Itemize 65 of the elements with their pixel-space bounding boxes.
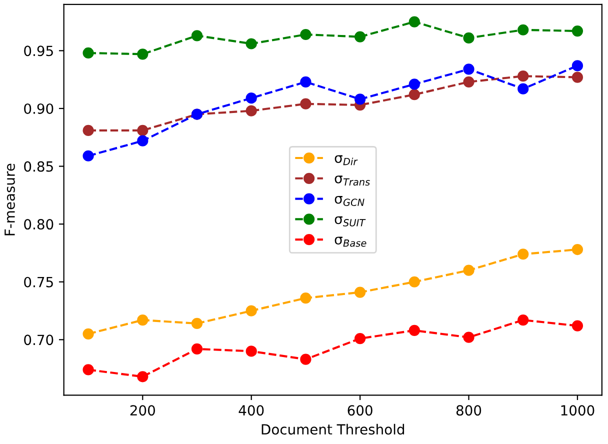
point <box>300 292 312 304</box>
point <box>246 346 257 357</box>
point <box>191 30 203 42</box>
x-tick-label: 1000 <box>561 405 594 416</box>
y-tick-label: 0.70 <box>24 334 54 346</box>
point <box>518 314 529 326</box>
point <box>572 320 584 332</box>
point <box>246 92 257 104</box>
point <box>408 89 420 100</box>
point <box>572 60 584 72</box>
point <box>82 364 94 376</box>
y-tick-label: 0.80 <box>24 219 54 230</box>
point <box>246 305 257 316</box>
legend-label: σ$_{Base}$ <box>334 236 366 247</box>
point <box>572 25 584 37</box>
point <box>354 332 366 344</box>
x-tick-label: 600 <box>348 405 372 416</box>
point <box>300 98 312 110</box>
point <box>354 286 366 298</box>
point <box>518 24 529 36</box>
x-axis-title: Document Threshold <box>262 424 404 435</box>
point <box>82 328 94 340</box>
point <box>408 16 420 28</box>
point <box>137 48 148 60</box>
point <box>518 70 529 82</box>
point <box>518 83 529 94</box>
point <box>82 124 94 136</box>
point <box>191 318 203 330</box>
legend-label: σ$_{Dir}$ <box>334 155 358 166</box>
point <box>572 72 584 83</box>
point <box>463 76 474 88</box>
point <box>300 354 312 365</box>
point <box>408 276 420 288</box>
point <box>137 371 148 382</box>
x-tick-label: 800 <box>456 405 482 416</box>
y-tick-label: 0.75 <box>24 276 53 288</box>
point <box>463 264 474 276</box>
point <box>246 38 257 50</box>
legend-label: σ$_{Trans}$ <box>334 176 370 186</box>
point <box>572 244 584 256</box>
point <box>354 31 366 42</box>
x-tick-label: 200 <box>130 405 155 416</box>
point <box>137 314 148 326</box>
point <box>463 32 474 44</box>
y-tick-label: 0.95 <box>24 46 53 56</box>
legend-label: σ$_{SUIT}$ <box>334 216 366 226</box>
point <box>137 124 148 136</box>
x-tick-label: 400 <box>238 405 264 416</box>
point <box>463 64 474 75</box>
point <box>354 94 366 105</box>
point <box>300 76 312 88</box>
point <box>137 135 148 146</box>
point <box>246 105 257 116</box>
y-tick-label: 0.90 <box>24 103 54 114</box>
point <box>408 324 420 336</box>
y-tick-label: 0.85 <box>24 161 53 172</box>
legend-label: σ$_{GCN}$ <box>334 196 364 206</box>
y-axis-title: F-measure <box>4 164 15 236</box>
point <box>408 78 420 90</box>
point <box>82 150 94 162</box>
point <box>518 248 529 260</box>
point <box>191 343 203 354</box>
point <box>300 28 312 40</box>
point <box>463 332 474 343</box>
point <box>82 47 94 59</box>
